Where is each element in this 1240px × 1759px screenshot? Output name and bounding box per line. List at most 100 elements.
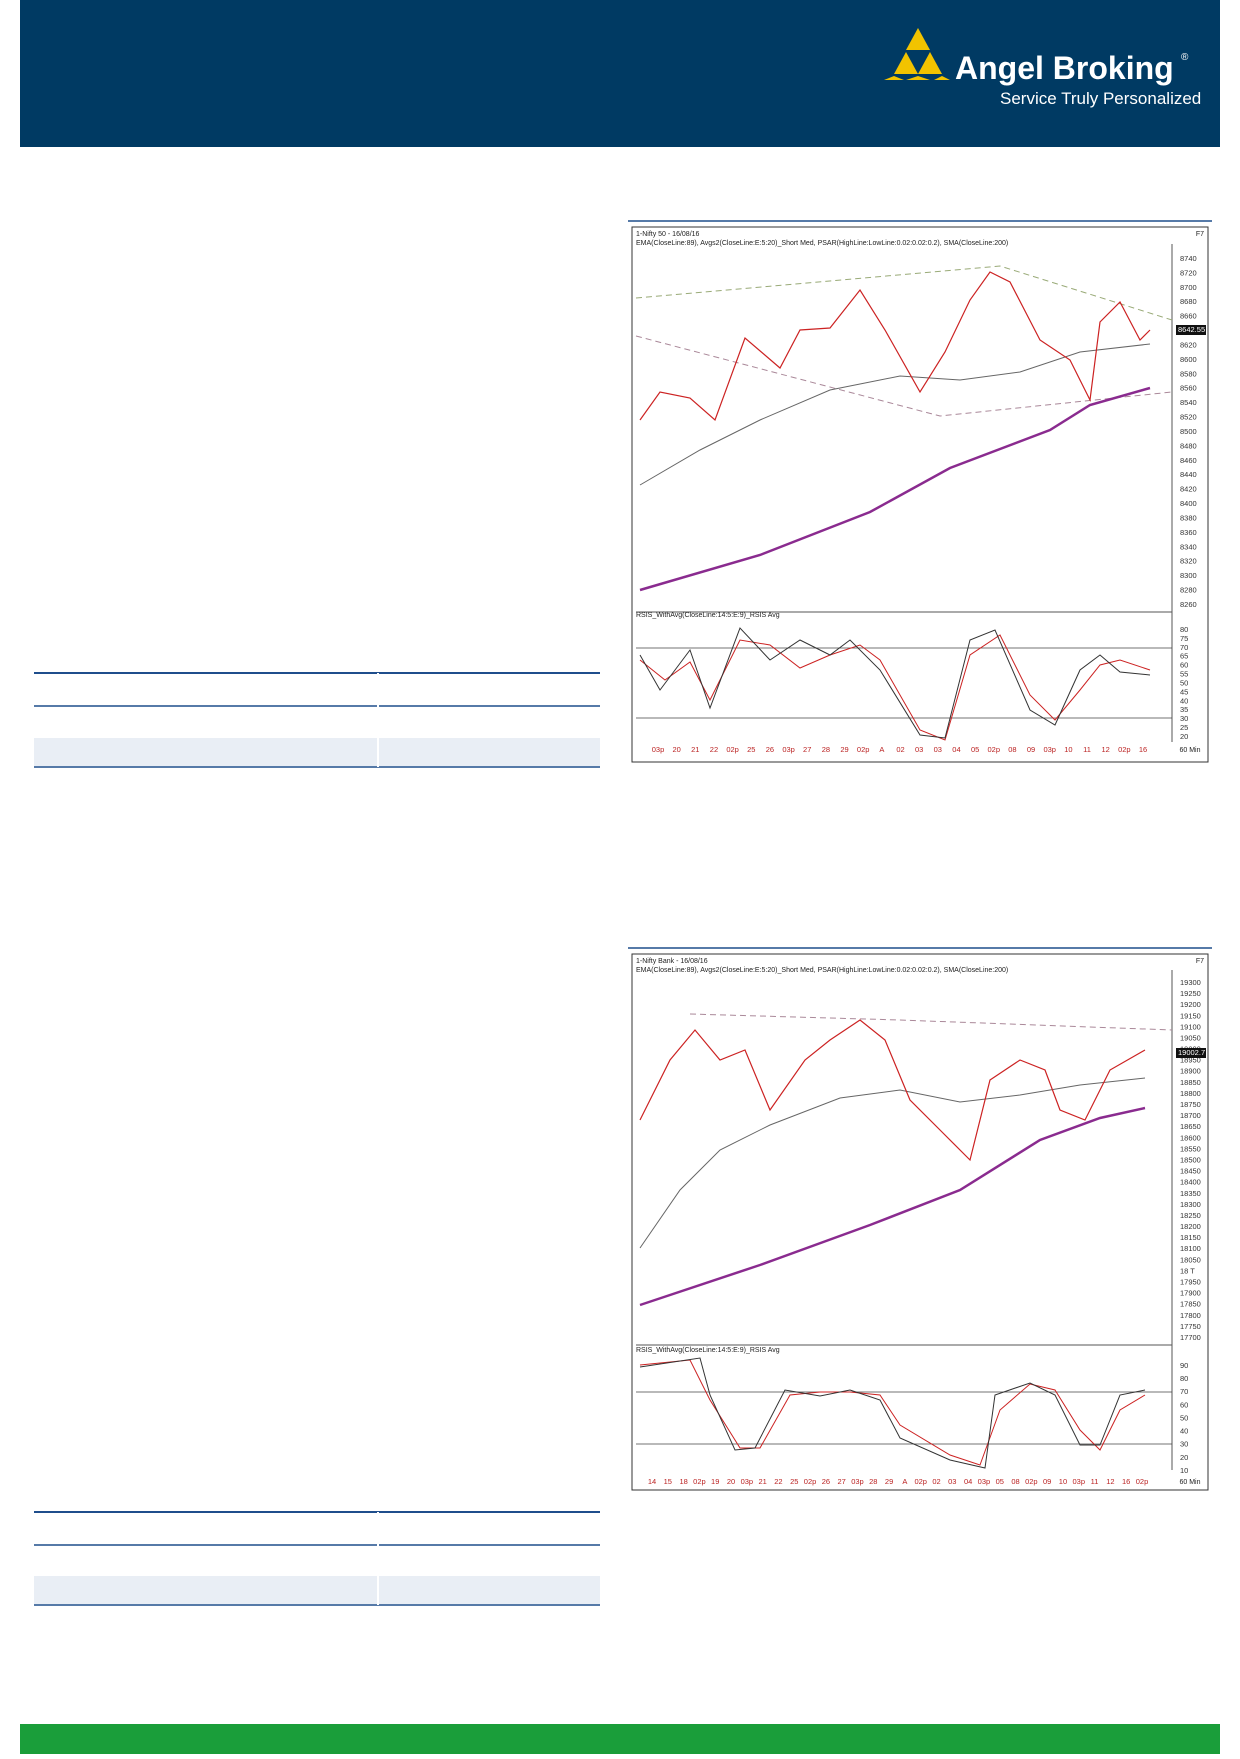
footer-band: [20, 1724, 1220, 1754]
price-label: 18700: [1180, 1111, 1201, 1120]
rsi-tick-label: 75: [1180, 634, 1188, 643]
rsi-tick-label: 40: [1180, 1427, 1188, 1436]
time-label: A: [879, 745, 884, 754]
price-label: 8280: [1180, 586, 1197, 595]
rsi-tick-label: 40: [1180, 696, 1188, 705]
price-label: 17750: [1180, 1322, 1201, 1331]
price-label: 18250: [1180, 1211, 1201, 1220]
time-label: 26: [766, 745, 774, 754]
time-label: 02: [932, 1477, 940, 1486]
time-label: 09: [1043, 1477, 1051, 1486]
price-label: 18900: [1180, 1067, 1201, 1076]
price-label: 8740: [1180, 254, 1197, 263]
price-label: 8660: [1180, 312, 1197, 321]
price-label: 8580: [1180, 369, 1197, 378]
interval: 60 Min: [1179, 747, 1200, 754]
rsi-tick-label: 20: [1180, 732, 1188, 741]
time-label: 04: [952, 745, 960, 754]
rsi-tick-label: 65: [1180, 652, 1188, 661]
time-label: 29: [885, 1477, 893, 1486]
time-label: 25: [747, 745, 755, 754]
rsi-tick-label: 30: [1180, 714, 1188, 723]
price-label: 8520: [1180, 413, 1197, 422]
price-label: 19150: [1180, 1011, 1201, 1020]
time-label: 03: [948, 1477, 956, 1486]
rsi-tick-label: 20: [1180, 1453, 1188, 1462]
price-label: 18550: [1180, 1144, 1201, 1153]
chart-indicators: EMA(CloseLine:89), Avgs2(CloseLine:E:5:2…: [636, 967, 1008, 974]
chart-title: 1-Nifty 50 - 16/08/16: [636, 231, 700, 238]
time-label: 29: [840, 745, 848, 754]
time-label: 18: [679, 1477, 687, 1486]
rsi-tick-label: 60: [1180, 1400, 1188, 1409]
time-label: 03p: [1043, 745, 1056, 754]
rsi-label: RSIS_WithAvg(CloseLine:14:5:E:9)_RSIS Av…: [636, 612, 780, 619]
time-label: 08: [1008, 745, 1016, 754]
chart-1-frame: [628, 220, 1212, 763]
time-label: 12: [1106, 1477, 1114, 1486]
price-label: 8340: [1180, 542, 1197, 551]
last-price-box: [1176, 1048, 1206, 1058]
price-label: 17800: [1180, 1311, 1201, 1320]
rsi-label: RSIS_WithAvg(CloseLine:14:5:E:9)_RSIS Av…: [636, 1347, 780, 1354]
price-label: 17700: [1180, 1333, 1201, 1342]
rsi-tick-label: 50: [1180, 678, 1188, 687]
price-label: 8420: [1180, 485, 1197, 494]
rsi-tick-label: 25: [1180, 723, 1188, 732]
time-label: 27: [838, 1477, 846, 1486]
price-label: 8680: [1180, 297, 1197, 306]
price-label: 18200: [1180, 1222, 1201, 1231]
price-label: 18800: [1180, 1089, 1201, 1098]
price-label: 19300: [1180, 978, 1201, 987]
time-label: 15: [664, 1477, 672, 1486]
time-label: 20: [727, 1477, 735, 1486]
last-price: 8642.55: [1178, 325, 1205, 334]
header-band: [20, 0, 1220, 147]
time-label: 21: [758, 1477, 766, 1486]
price-label: 18400: [1180, 1178, 1201, 1187]
price-label: 18050: [1180, 1255, 1201, 1264]
time-label: 16: [1122, 1477, 1130, 1486]
price-label: 8380: [1180, 513, 1197, 522]
time-label: 03p: [782, 745, 795, 754]
time-label: 02p: [726, 745, 739, 754]
time-label: 22: [774, 1477, 782, 1486]
time-label: 02p: [1025, 1477, 1038, 1486]
time-label: 11: [1083, 745, 1091, 754]
time-label: 02p: [693, 1477, 706, 1486]
time-label: 02p: [988, 745, 1001, 754]
price-label: 18150: [1180, 1233, 1201, 1242]
price-label: 8300: [1180, 571, 1197, 580]
table-1: [34, 672, 600, 768]
rsi-tick-label: 90: [1180, 1361, 1188, 1370]
time-label: 03p: [652, 745, 665, 754]
price-label: 18600: [1180, 1133, 1201, 1142]
time-label: 03p: [741, 1477, 754, 1486]
time-label: 08: [1011, 1477, 1019, 1486]
rsi-tick-label: 70: [1180, 1387, 1188, 1396]
time-label: 03: [915, 745, 923, 754]
price-label: 8620: [1180, 340, 1197, 349]
last-price-box: [1176, 325, 1206, 335]
price-label: 18650: [1180, 1122, 1201, 1131]
price-label: 8720: [1180, 268, 1197, 277]
time-label: 05: [996, 1477, 1004, 1486]
price-label: 18 T: [1180, 1266, 1195, 1275]
time-label: 02p: [914, 1477, 927, 1486]
time-label: 02p: [1118, 745, 1131, 754]
price-label: 8480: [1180, 441, 1197, 450]
price-label: 18450: [1180, 1167, 1201, 1176]
time-label: 03p: [978, 1477, 991, 1486]
price-label: 8460: [1180, 456, 1197, 465]
price-label: 17850: [1180, 1300, 1201, 1309]
price-label: 19050: [1180, 1033, 1201, 1042]
rsi-tick-label: 60: [1180, 661, 1188, 670]
time-label: 09: [1027, 745, 1035, 754]
price-label: 17950: [1180, 1278, 1201, 1287]
rsi-tick-label: 45: [1180, 687, 1188, 696]
logo-mark: [884, 28, 950, 80]
time-label: 25: [790, 1477, 798, 1486]
time-label: 02p: [1136, 1477, 1149, 1486]
